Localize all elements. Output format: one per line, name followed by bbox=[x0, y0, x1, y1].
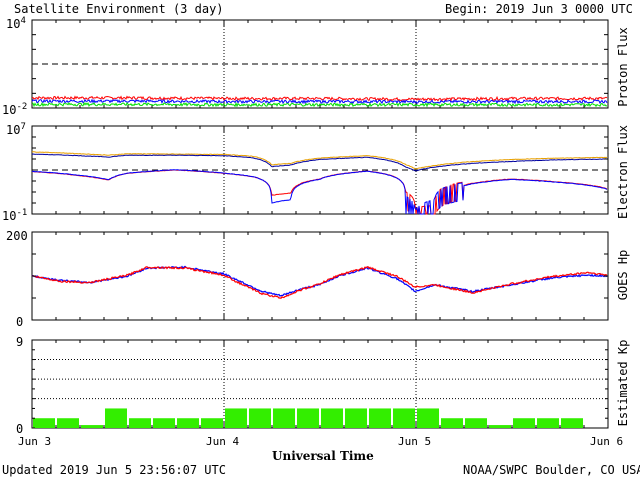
hp-ymax: 200 bbox=[6, 229, 28, 243]
x-axis-label: Universal Time bbox=[272, 449, 374, 463]
hp-frame bbox=[31, 231, 609, 321]
kp-bar bbox=[345, 408, 367, 428]
kp-bar bbox=[489, 425, 511, 428]
electron-series-1 bbox=[31, 153, 608, 172]
goes-hp-label: GOES Hp bbox=[616, 249, 630, 301]
proton-ymax: 104 bbox=[6, 16, 26, 31]
kp-bar bbox=[57, 418, 79, 428]
xtick-jun4: Jun 4 bbox=[206, 435, 240, 448]
kp-bar bbox=[321, 408, 343, 428]
kp-bar bbox=[225, 408, 247, 428]
kp-bar bbox=[105, 408, 127, 428]
estimated-kp-label: Estimated Kp bbox=[616, 339, 630, 427]
kp-bar bbox=[33, 418, 55, 428]
electron-series-3 bbox=[31, 169, 608, 215]
kp-bar bbox=[465, 418, 487, 428]
electron-ymin: 10-1 bbox=[2, 208, 28, 223]
electron-flux-label: Electron Flux bbox=[616, 125, 630, 219]
proton-series-2 bbox=[31, 101, 608, 108]
electron-frame bbox=[31, 125, 609, 215]
kp-bar bbox=[273, 408, 295, 428]
kp-bar bbox=[249, 408, 271, 428]
kp-bar bbox=[297, 408, 319, 428]
kp-ymin: 0 bbox=[16, 422, 24, 436]
kp-bar bbox=[153, 418, 175, 428]
electron-series-2 bbox=[32, 169, 608, 215]
hp-series-0 bbox=[31, 265, 608, 297]
kp-bar bbox=[561, 418, 583, 428]
xtick-jun3: Jun 3 bbox=[18, 435, 52, 448]
kp-bar bbox=[417, 408, 439, 428]
electron-series-0 bbox=[31, 151, 608, 170]
hp-ymin: 0 bbox=[16, 315, 24, 329]
kp-bar bbox=[513, 418, 535, 428]
kp-bar bbox=[441, 418, 463, 428]
kp-bar bbox=[177, 418, 199, 428]
xtick-jun5: Jun 5 bbox=[398, 435, 432, 448]
proton-flux-label: Proton Flux bbox=[616, 27, 630, 107]
kp-bar bbox=[81, 425, 103, 428]
kp-bar bbox=[537, 418, 559, 428]
electron-ymax: 107 bbox=[6, 122, 26, 137]
begin-time: Begin: 2019 Jun 3 0000 UTC bbox=[445, 2, 633, 16]
xtick-jun6: Jun 6 bbox=[590, 435, 624, 448]
kp-bar bbox=[393, 408, 415, 428]
kp-bar bbox=[129, 418, 151, 428]
proton-ymin: 10-2 bbox=[2, 102, 28, 117]
proton-series-0 bbox=[31, 95, 608, 102]
proton-frame bbox=[31, 19, 609, 109]
kp-bar bbox=[369, 408, 391, 428]
kp-bar bbox=[201, 418, 223, 428]
credit: NOAA/SWPC Boulder, CO USA bbox=[463, 463, 640, 477]
proton-series-1 bbox=[31, 98, 608, 105]
updated-time: Updated 2019 Jun 5 23:56:07 UTC bbox=[2, 463, 226, 477]
kp-ymax: 9 bbox=[16, 335, 24, 349]
chart-title: Satellite Environment (3 day) bbox=[14, 2, 224, 16]
hp-series-1 bbox=[31, 266, 608, 300]
